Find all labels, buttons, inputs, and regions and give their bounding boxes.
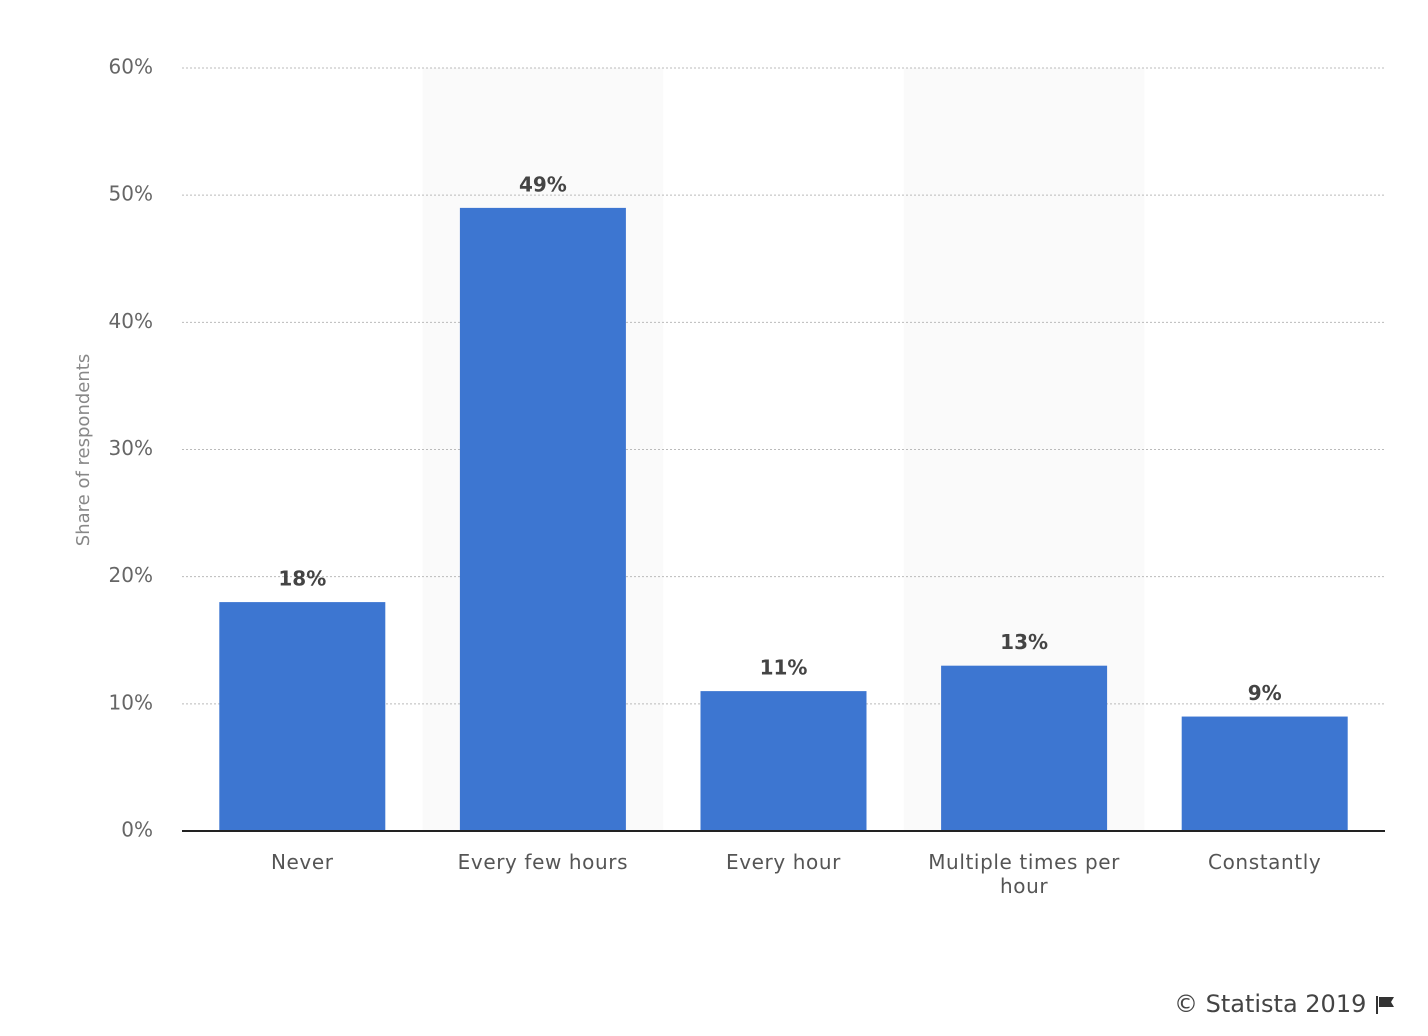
bar — [1181, 716, 1348, 831]
value-label: 13% — [1000, 630, 1048, 654]
value-label: 49% — [519, 172, 567, 196]
x-tick-label: Every few hours — [457, 850, 629, 874]
y-tick-label: 0% — [121, 818, 153, 842]
y-tick-label: 30% — [109, 436, 153, 460]
source-text: © Statista 2019 — [1173, 990, 1367, 1018]
x-tick-label: Every hour — [725, 850, 841, 874]
x-tick-label: Constantly — [1208, 850, 1322, 874]
y-tick-label: 20% — [109, 563, 153, 587]
y-axis-label: Share of respondents — [73, 354, 94, 546]
bar — [700, 691, 867, 831]
value-label: 11% — [760, 656, 808, 680]
y-tick-label: 40% — [109, 309, 153, 333]
y-tick-label: 60% — [109, 55, 153, 79]
flag-icon — [1376, 996, 1394, 1014]
x-tick-label: Never — [270, 850, 334, 874]
bar — [219, 602, 386, 831]
value-label: 9% — [1248, 681, 1282, 705]
y-tick-label: 10% — [109, 690, 153, 714]
value-label: 18% — [278, 567, 326, 591]
x-tick-label: Multiple times per hour — [928, 850, 1120, 898]
y-tick-label: 50% — [109, 182, 153, 206]
bar — [941, 665, 1108, 831]
source: © Statista 2019 — [1174, 990, 1396, 1018]
bar — [459, 207, 626, 832]
